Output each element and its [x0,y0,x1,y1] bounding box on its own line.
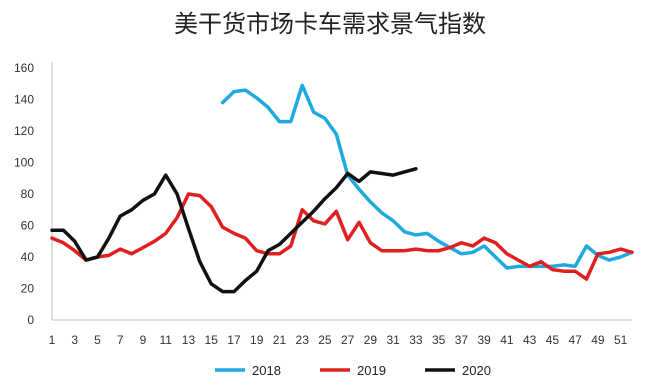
x-tick-label: 1 [49,333,56,347]
legend-label-2019: 2019 [357,363,386,378]
series-line-2019 [50,192,634,281]
x-tick-label: 9 [140,333,147,347]
x-tick-label: 49 [591,333,605,347]
x-tick-label: 27 [341,333,355,347]
y-tick-label: 20 [21,282,35,296]
y-tick-label: 160 [14,61,34,75]
x-tick-label: 17 [227,333,241,347]
x-tick-label: 37 [455,333,469,347]
x-tick-label: 21 [273,333,287,347]
x-tick-label: 7 [117,333,124,347]
series-lines [50,83,634,294]
y-tick-label: 100 [14,156,34,170]
x-tick-label: 43 [523,333,537,347]
y-tick-label: 120 [14,124,34,138]
x-tick-label: 31 [386,333,400,347]
y-tick-label: 140 [14,93,34,107]
x-tick-label: 51 [614,333,628,347]
x-tick-label: 11 [159,333,172,347]
x-tick-label: 35 [432,333,446,347]
x-tick-label: 41 [500,333,514,347]
x-tick-label: 19 [250,333,264,347]
x-tick-label: 47 [568,333,582,347]
x-tick-label: 15 [205,333,219,347]
x-tick-label: 33 [409,333,423,347]
legend: 2018 2019 2020 [215,363,491,378]
x-tick-label: 3 [71,333,78,347]
x-tick-label: 25 [318,333,332,347]
y-tick-label: 80 [21,187,35,201]
x-tick-label: 5 [94,333,101,347]
series-line-2018 [220,83,634,270]
series-line-2020 [50,167,418,294]
y-tick-label: 60 [21,219,35,233]
y-tick-label: 0 [27,313,34,327]
x-tick-label: 39 [477,333,491,347]
x-tick-label: 29 [364,333,378,347]
x-tick-label: 13 [182,333,196,347]
y-tick-label: 40 [21,250,35,264]
chart-title: 美干货市场卡车需求景气指数 [174,10,486,38]
legend-label-2018: 2018 [252,363,281,378]
x-tick-label: 23 [296,333,310,347]
legend-label-2020: 2020 [462,363,491,378]
x-tick-label: 45 [546,333,560,347]
